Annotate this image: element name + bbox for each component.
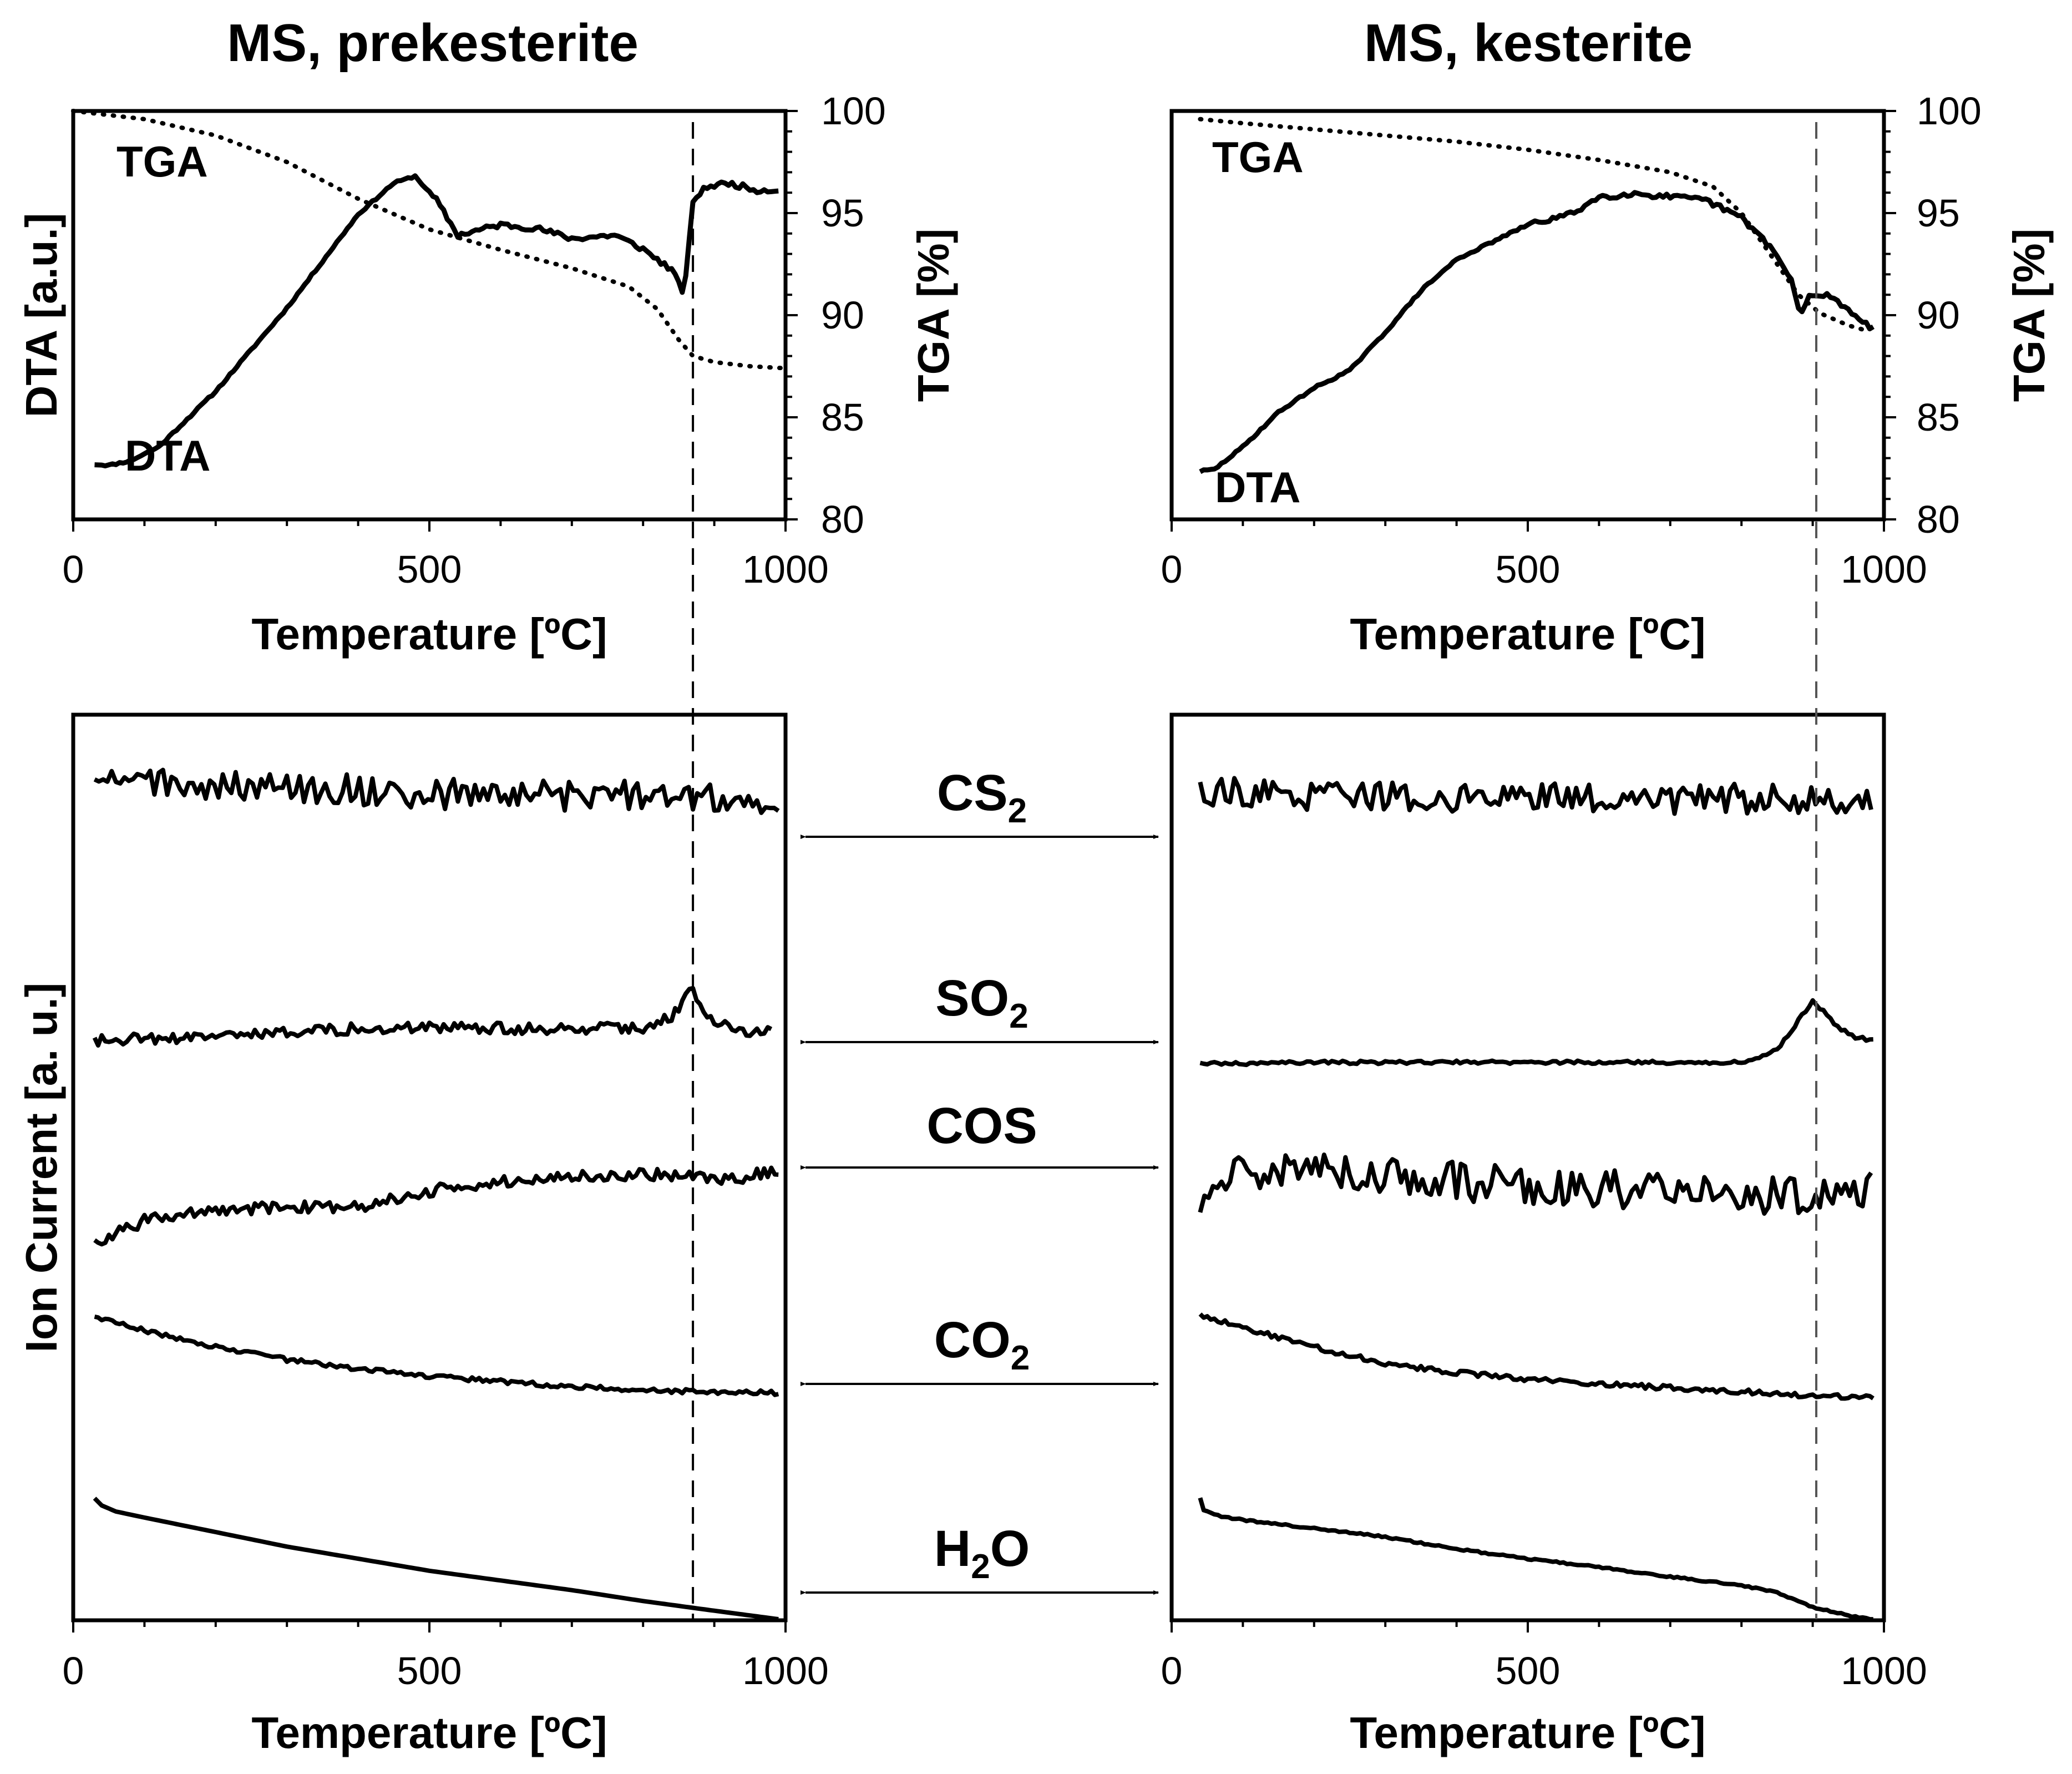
- tga-series-label: TGA: [1212, 133, 1304, 181]
- y-tick-label-85: 85: [1917, 396, 1960, 439]
- tga-series-line: [1198, 117, 1872, 334]
- y-tick-label-80: 80: [1917, 498, 1960, 541]
- gas-label-co2: CO2: [801, 1312, 1159, 1386]
- gas-label-so2: SO2: [801, 970, 1159, 1044]
- gas-label-cs2: CS2: [801, 765, 1159, 839]
- x-tick-label-1000: 1000: [742, 548, 829, 591]
- svg-text:SO2: SO2: [935, 970, 1028, 1035]
- svg-text:COS: COS: [926, 1098, 1037, 1154]
- y-tick-label-90: 90: [1917, 294, 1960, 337]
- x-axis-label: Temperature [ºC]: [1350, 1708, 1705, 1757]
- panel-tga-dta-prekesterite: 0 500 1000 80 85 90 95 100 Temperature […: [17, 89, 958, 659]
- plot-frame: [1169, 712, 1886, 1623]
- tga-series-label: TGA: [116, 137, 208, 186]
- dta-series-label: DTA: [1215, 463, 1301, 512]
- x-axis-ticks: [72, 519, 787, 532]
- gas-label-h2o: H2O: [801, 1520, 1159, 1595]
- ms-trace-cos: [1198, 1153, 1873, 1216]
- gas-subscript: 2: [1009, 997, 1028, 1035]
- x-tick-label-0: 0: [63, 548, 84, 591]
- y-tick-label-95: 95: [821, 191, 864, 235]
- gas-subscript: 2: [971, 1548, 990, 1586]
- svg-text:H2O: H2O: [934, 1520, 1030, 1586]
- x-tick-label-1000: 1000: [742, 1649, 829, 1692]
- x-tick-label-500: 500: [1496, 548, 1561, 591]
- gas-name: CO: [934, 1312, 1011, 1368]
- x-tick-label-0: 0: [1161, 548, 1183, 591]
- y-axis-label-right: TGA [%]: [2004, 229, 2054, 402]
- y-axis-ticks-right: [786, 110, 798, 520]
- x-tick-label-500: 500: [397, 1649, 462, 1692]
- ms-series-group: [1198, 776, 1875, 1622]
- ms-trace-h2o: [93, 1497, 779, 1621]
- tga-series-line: [71, 109, 788, 371]
- y-tick-label-95: 95: [1917, 191, 1960, 235]
- gas-name-suffix: O: [990, 1520, 1030, 1577]
- x-axis-label: Temperature [ºC]: [251, 1708, 607, 1757]
- gas-subscript: 2: [1011, 1339, 1030, 1377]
- gas-subscript: 2: [1008, 792, 1027, 830]
- y-axis-ticks-right: [1884, 110, 1896, 520]
- x-axis-ticks: [72, 1620, 787, 1633]
- title-prekesterite: MS, prekesterite: [227, 13, 639, 73]
- x-tick-label-500: 500: [397, 548, 462, 591]
- gas-label-cos: COS: [801, 1098, 1159, 1170]
- y-axis-label-left: DTA [a.u.]: [17, 213, 66, 418]
- x-tick-label-0: 0: [63, 1649, 84, 1692]
- x-axis-ticks: [1171, 519, 1885, 532]
- y-tick-label-100: 100: [1917, 89, 1982, 133]
- y-axis-label-right: TGA [%]: [909, 229, 958, 402]
- ms-series-group: [92, 767, 780, 1621]
- svg-text:CO2: CO2: [934, 1312, 1030, 1377]
- ms-trace-cs2: [1198, 776, 1873, 816]
- y-tick-label-85: 85: [821, 396, 864, 439]
- x-tick-label-500: 500: [1496, 1649, 1561, 1692]
- y-axis-label: Ion Current [a. u.]: [17, 983, 66, 1353]
- y-tick-label-80: 80: [821, 498, 864, 541]
- x-tick-label-1000: 1000: [1841, 548, 1927, 591]
- ms-trace-cos: [93, 1165, 779, 1247]
- x-tick-label-0: 0: [1161, 1649, 1183, 1692]
- ms-trace-so2: [92, 985, 773, 1048]
- dta-series-line: [94, 173, 779, 469]
- y-tick-label-90: 90: [821, 294, 864, 337]
- ms-trace-co2: [1198, 1312, 1875, 1401]
- ms-trace-cs2: [93, 767, 780, 815]
- y-tick-label-100: 100: [821, 89, 886, 133]
- ms-trace-h2o: [1198, 1497, 1873, 1622]
- x-axis-ticks: [1171, 1620, 1885, 1633]
- gas-name: CS: [937, 765, 1008, 821]
- x-axis-label: Temperature [ºC]: [1350, 609, 1705, 659]
- gas-legend: CS2 SO2 COS CO2 H2O: [801, 765, 1159, 1595]
- plot-frame: [71, 712, 788, 1623]
- gas-name: SO: [935, 970, 1009, 1027]
- x-axis-label: Temperature [ºC]: [251, 609, 607, 659]
- title-kesterite: MS, kesterite: [1364, 13, 1693, 73]
- gas-name: H: [934, 1520, 971, 1577]
- panel-ms-prekesterite: 0 500 1000 Temperature [ºC] Ion Current …: [17, 712, 829, 1757]
- ms-trace-so2: [1199, 998, 1873, 1068]
- panel-ms-kesterite: 0 500 1000 Temperature [ºC]: [1161, 712, 1927, 1757]
- panel-tga-dta-kesterite: 0 500 1000 80 85 90 95 100 Temperature […: [1161, 89, 2054, 659]
- svg-text:CS2: CS2: [937, 765, 1027, 830]
- gas-name: COS: [926, 1098, 1037, 1154]
- x-tick-label-1000: 1000: [1841, 1649, 1927, 1692]
- dta-series-line: [1199, 190, 1875, 474]
- ms-trace-co2: [94, 1314, 779, 1397]
